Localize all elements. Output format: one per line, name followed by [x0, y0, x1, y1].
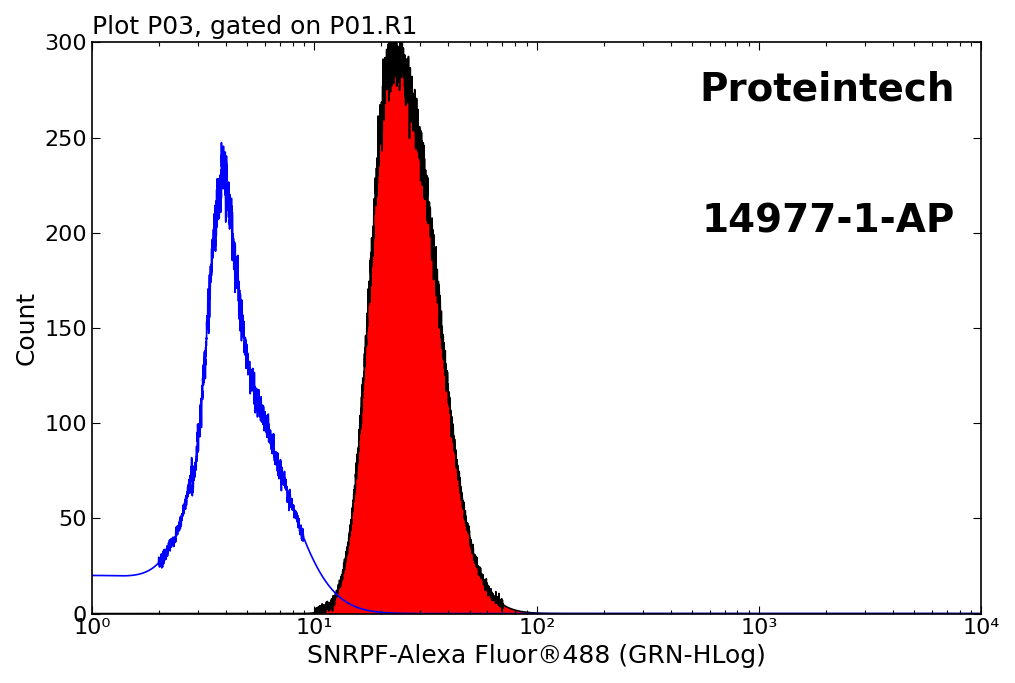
Text: Plot P03, gated on P01.R1: Plot P03, gated on P01.R1 [92, 15, 417, 39]
Text: Proteintech: Proteintech [699, 71, 955, 109]
Y-axis label: Count: Count [15, 291, 39, 365]
X-axis label: SNRPF-Alexa Fluor®488 (GRN-HLog): SNRPF-Alexa Fluor®488 (GRN-HLog) [308, 644, 766, 668]
Text: 14977-1-AP: 14977-1-AP [701, 202, 955, 240]
